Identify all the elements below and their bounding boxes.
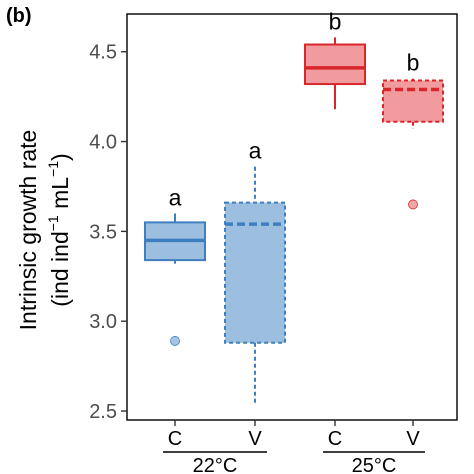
y-axis-title-line2: (ind ind−1 mL−1) [45,153,73,306]
y-tick-label-2: 3.5 [89,221,117,243]
box-0-outlier-0 [170,336,180,346]
x-axis: C V C V 22°C 25°C [163,420,425,474]
group-label-1: 25°C [352,455,397,474]
y-axis-title-unit-b: mL [47,177,73,216]
box-3: b [382,50,444,210]
y-tick-label-1: 3.0 [89,311,117,333]
y-axis-title-exp-2: −1 [45,161,61,177]
x-tick-label-2: C [328,428,342,450]
box-2-iqr [304,43,366,86]
y-tick-label-4: 4.5 [89,42,117,64]
boxes-layer: a a b b [144,8,444,406]
box-1: a [224,138,286,406]
box-2: b [304,8,366,110]
x-tick-label-3: V [406,428,420,450]
box-3-outlier-0 [408,199,418,210]
box-0: a [144,184,206,346]
plot-frame [126,13,458,421]
group-label-0: 22°C [193,455,238,474]
y-tick-label-3: 4.0 [89,132,117,154]
box-0-significance: a [169,184,182,210]
y-axis: 2.5 3.0 3.5 4.0 4.5 [89,42,127,423]
box-2-significance: b [329,8,342,34]
box-3-iqr [382,79,444,123]
y-axis-title: Intrinsic growth rate (ind ind−1 mL−1) [15,130,73,331]
y-axis-title-exp-1: −1 [45,215,61,231]
y-tick-label-0: 2.5 [89,401,117,423]
x-tick-label-1: V [248,428,262,450]
y-axis-title-unit-c: ) [47,153,73,161]
x-tick-label-0: C [168,428,182,450]
y-axis-title-line1: Intrinsic growth rate [15,130,41,331]
y-axis-title-unit-a: (ind ind [47,231,73,306]
box-3-significance: b [407,50,420,76]
panel-label: (b) [6,5,32,27]
box-1-iqr [224,201,286,344]
box-1-significance: a [249,138,262,164]
